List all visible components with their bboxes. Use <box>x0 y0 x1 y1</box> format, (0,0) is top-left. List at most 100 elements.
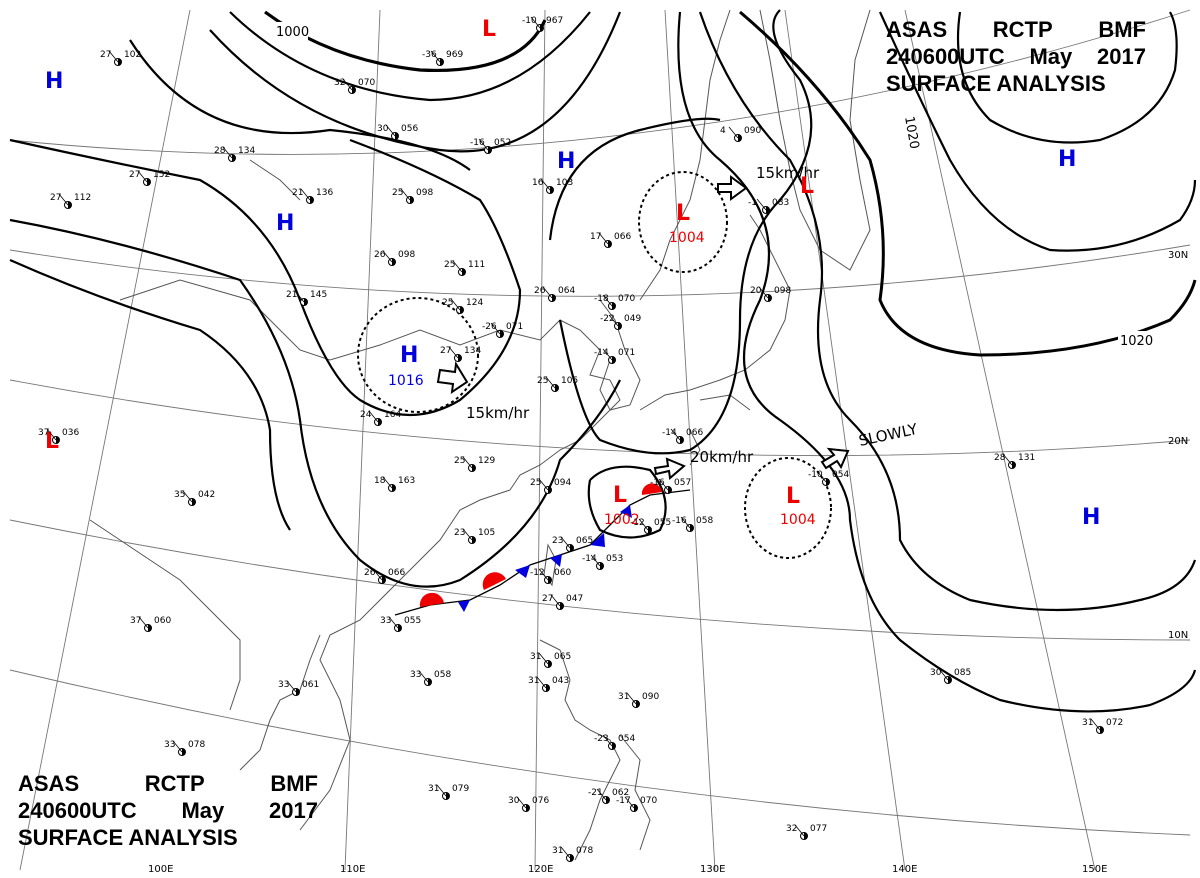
cloud-cover-icon <box>148 624 152 632</box>
station-pressure: 070 <box>618 294 635 304</box>
wind-barb-icon <box>490 322 501 335</box>
wind-barb-icon <box>385 124 396 137</box>
wind-barb-icon <box>138 616 149 629</box>
cloud-cover-icon <box>612 302 616 310</box>
station-plot: 055 33 <box>380 616 421 632</box>
station-value: 20 <box>750 286 762 296</box>
station-value: -21 <box>588 788 603 798</box>
lon-line-100e <box>19 9 191 871</box>
station-plot: 036 37 <box>38 428 79 444</box>
isobars <box>9 9 1197 713</box>
station-value: 33 <box>164 740 175 750</box>
isobar-low-center <box>587 465 667 539</box>
station-value: 30 <box>508 796 520 806</box>
station-plot: 103 16 <box>532 178 573 194</box>
station-value: 28 <box>994 453 1006 463</box>
grid-labels: 30N 20N 10N 100E 110E 120E 130E 140E 150… <box>148 250 1188 875</box>
cold-front-triangle <box>620 505 632 518</box>
lon-line-150e <box>904 9 1096 871</box>
lat-line-10n <box>9 519 1191 641</box>
dashed-circle-high-1016 <box>357 297 479 413</box>
cloud-cover-icon <box>118 58 122 66</box>
lon-line-140e <box>784 9 906 871</box>
coast-india-burma <box>89 519 241 711</box>
wind-barb-icon <box>530 16 541 29</box>
station-pressure: 042 <box>198 490 215 500</box>
low-pressure-symbol: L <box>800 174 814 199</box>
dashed-circle-low-1004-north <box>638 171 728 273</box>
station-value: 23 <box>552 536 563 546</box>
station-pressure: 145 <box>310 290 327 300</box>
station-plot: 055 -12 <box>630 518 671 534</box>
station-plot: 129 25 <box>454 456 495 472</box>
cloud-cover-icon <box>606 796 610 804</box>
cloud-cover-icon <box>398 624 402 632</box>
isobar-1008-right-a <box>558 9 813 455</box>
cloud-cover-icon <box>548 660 552 668</box>
station-plot: 049 -22 <box>600 314 641 330</box>
movement-arrow-icon <box>653 457 686 480</box>
header-line-2: 240600UTC May 2017 <box>886 43 1146 70</box>
station-value: 21 <box>292 188 303 198</box>
center-circles <box>357 171 832 559</box>
analysis-month: May <box>1029 44 1073 69</box>
station-plot: 105 23 <box>454 528 495 544</box>
cloud-cover-icon <box>608 240 612 248</box>
station-plot: 111 25 <box>444 260 485 276</box>
wind-barb-icon <box>462 456 473 469</box>
product-code: ASAS <box>886 17 948 42</box>
isobar-1024-ring <box>956 11 1178 144</box>
coast-lake-baikal <box>249 159 301 201</box>
station-pressure: 036 <box>62 428 79 438</box>
station-plot: 077 32 <box>786 824 827 840</box>
wind-barb-icon <box>372 568 383 581</box>
wind-barb-icon <box>728 126 739 139</box>
station-plot: 057 -16 <box>650 478 691 494</box>
station-value: 31 <box>1082 718 1093 728</box>
wind-barb-icon <box>538 652 549 665</box>
lon-label: 110E <box>340 864 365 875</box>
wind-barb-icon <box>430 50 441 63</box>
station-pressure: 098 <box>774 286 791 296</box>
station-pressure: 060 <box>154 616 171 626</box>
cloud-cover-icon <box>738 134 742 142</box>
cloud-cover-icon <box>428 678 432 686</box>
station-value: 35 <box>174 490 185 500</box>
header-line-1: ASAS RCTP BMF <box>886 16 1146 43</box>
cloud-cover-icon <box>560 602 564 610</box>
cloud-cover-icon <box>526 804 530 812</box>
cloud-cover-icon <box>352 86 356 94</box>
wind-barb-icon <box>450 298 461 311</box>
isobar-1004-top <box>229 11 591 102</box>
station-plot: 145 21 <box>286 290 327 306</box>
station-value: 30 <box>377 124 389 134</box>
high-pressure-symbol: H <box>45 69 63 94</box>
station-value: -16 <box>650 478 665 488</box>
cloud-cover-icon <box>690 524 694 532</box>
station-plot: 085 30 <box>930 668 971 684</box>
wind-barb-icon <box>560 536 571 549</box>
station-pressure: 053 <box>606 554 623 564</box>
cloud-cover-icon <box>472 536 476 544</box>
analysis-year: 2017 <box>269 798 318 823</box>
wind-barb-icon <box>638 518 649 531</box>
station-pressure: 136 <box>316 188 333 198</box>
cloud-cover-icon <box>546 684 550 692</box>
wind-barb-icon <box>368 410 379 423</box>
station-plot: 094 25 <box>530 478 571 494</box>
station-value: 25 <box>442 298 453 308</box>
station-pressure: 061 <box>302 680 319 690</box>
station-plot: 152 27 <box>129 170 170 186</box>
station-plot: 124 25 <box>442 298 483 314</box>
wind-barb-icon <box>756 198 767 211</box>
warm-front-semicircle <box>419 592 444 607</box>
station-plot: 066 -14 <box>662 428 703 444</box>
station-value: 25 <box>530 478 541 488</box>
station-pressure: 076 <box>532 796 549 806</box>
station-pressure: 969 <box>446 50 463 60</box>
station-pressure: 062 <box>612 788 629 798</box>
wind-barb-icon <box>540 178 551 191</box>
wind-barb-icon <box>452 260 463 273</box>
station-pressure: 071 <box>506 322 523 332</box>
station-plot: 078 31 <box>552 846 593 862</box>
